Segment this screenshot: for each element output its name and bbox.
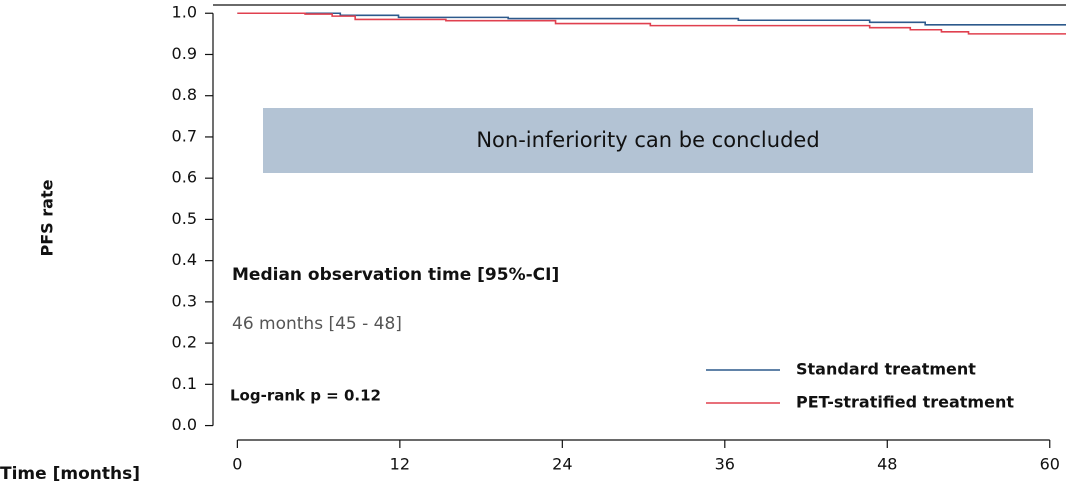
y-tick-label: 1.0: [172, 3, 197, 22]
median-title: Median observation time [95%-CI]: [232, 265, 559, 285]
y-tick-label: 0.2: [172, 333, 197, 352]
x-tick-label: 24: [552, 455, 572, 474]
y-tick-label: 0.3: [172, 291, 197, 310]
survival-curve: [237, 12, 1066, 26]
survival-curve: [237, 12, 1066, 35]
y-tick-label: 0.4: [172, 250, 197, 269]
y-tick-label: 0.8: [172, 85, 197, 104]
x-tick-label: 48: [877, 455, 897, 474]
median-value: 46 months [45 - 48]: [232, 314, 402, 334]
x-tick-label: 0: [232, 455, 242, 474]
banner-text: Non-inferiority can be concluded: [476, 128, 819, 152]
y-tick-label: 0.1: [172, 374, 197, 393]
y-tick-label: 0.7: [172, 126, 197, 145]
x-tick-label: 60: [1040, 455, 1060, 474]
y-axis-label: PFS rate: [38, 179, 57, 256]
y-tick-label: 0.6: [172, 168, 197, 187]
x-tick-label: 12: [390, 455, 410, 474]
banner-box: [263, 108, 1033, 173]
legend-label: PET-stratified treatment: [796, 393, 1014, 412]
x-axis-label: Time [months]: [0, 464, 140, 484]
y-tick-label: 0.9: [172, 44, 197, 63]
legend-label: Standard treatment: [796, 360, 976, 379]
logrank-text: Log-rank p = 0.12: [230, 387, 381, 405]
y-tick-label: 0.0: [172, 415, 197, 434]
y-tick-label: 0.5: [172, 209, 197, 228]
x-tick-label: 36: [715, 455, 735, 474]
